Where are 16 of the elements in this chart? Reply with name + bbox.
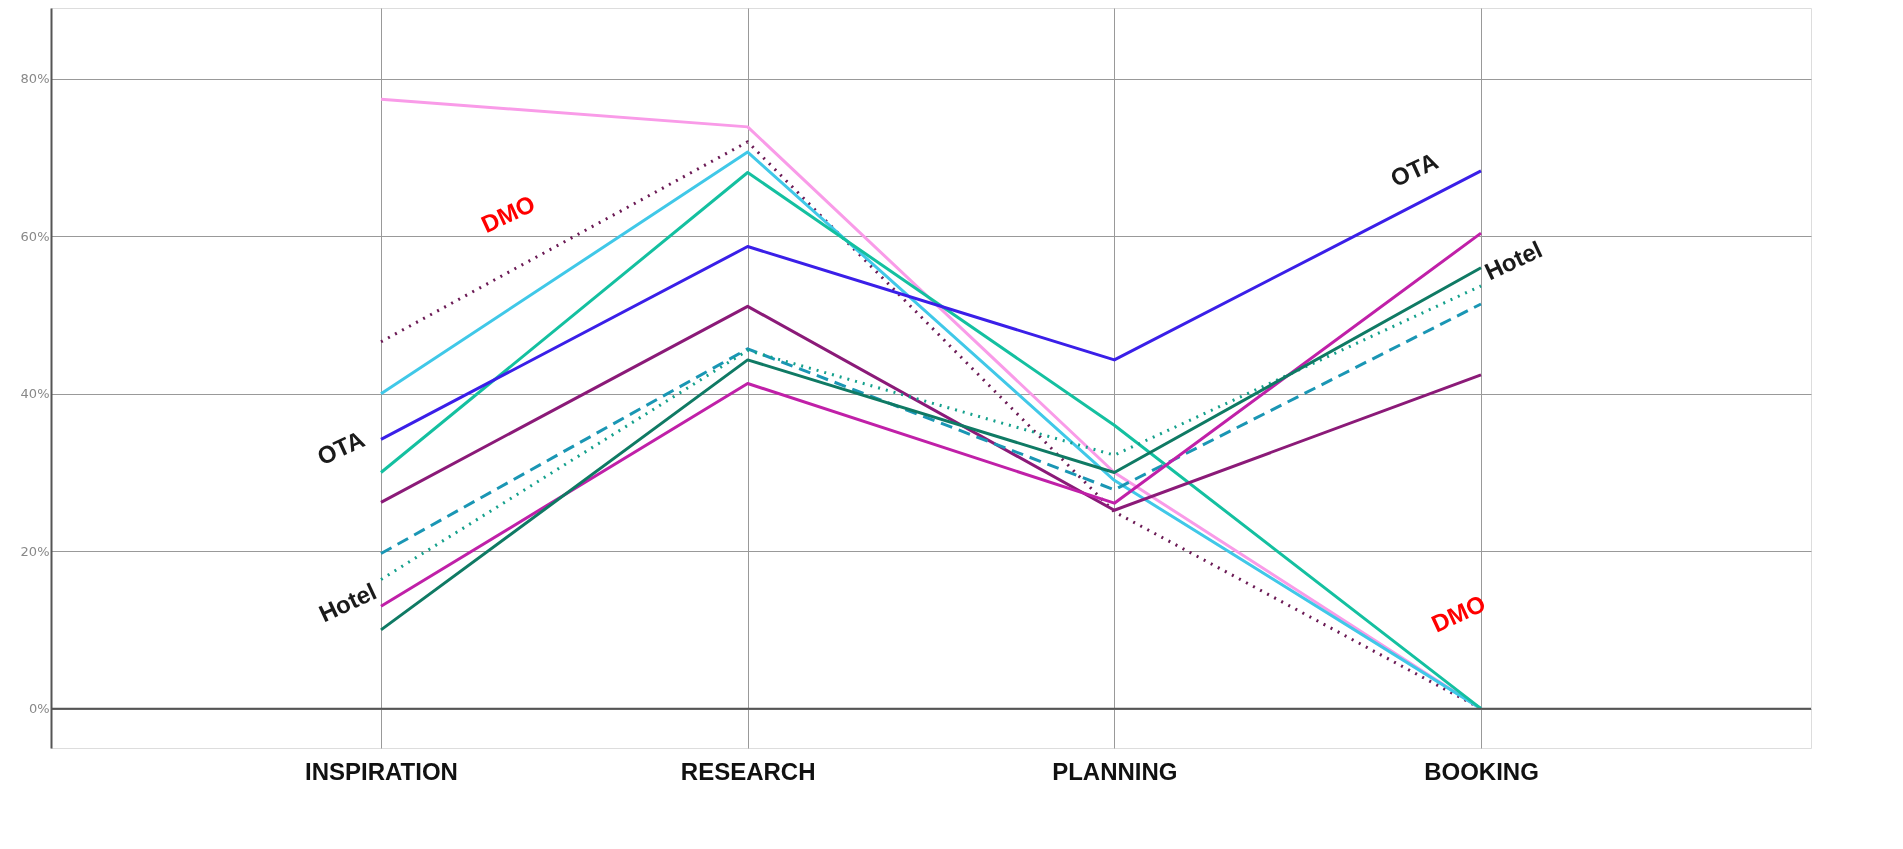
y-tick-label: 0% xyxy=(28,701,50,717)
annotation: OTA xyxy=(1386,147,1443,193)
y-tick-label: 80% xyxy=(20,71,50,87)
line-series xyxy=(379,304,1483,512)
x-tick-label: PLANNING xyxy=(1052,757,1178,785)
annotation: Hotel xyxy=(1480,235,1547,286)
annotation: DMO xyxy=(1427,589,1490,638)
x-tick-label: INSPIRATION xyxy=(305,757,458,785)
y-tick-label: 40% xyxy=(20,386,50,402)
x-tick-label: BOOKING xyxy=(1424,757,1539,785)
annotation: DMO xyxy=(476,189,540,238)
annotation: Hotel xyxy=(314,577,381,628)
y-tick-label: 60% xyxy=(20,228,50,244)
y-tick-label: 20% xyxy=(20,543,50,559)
x-tick-label: RESEARCH xyxy=(680,757,816,785)
annotation: OTA xyxy=(312,425,369,471)
